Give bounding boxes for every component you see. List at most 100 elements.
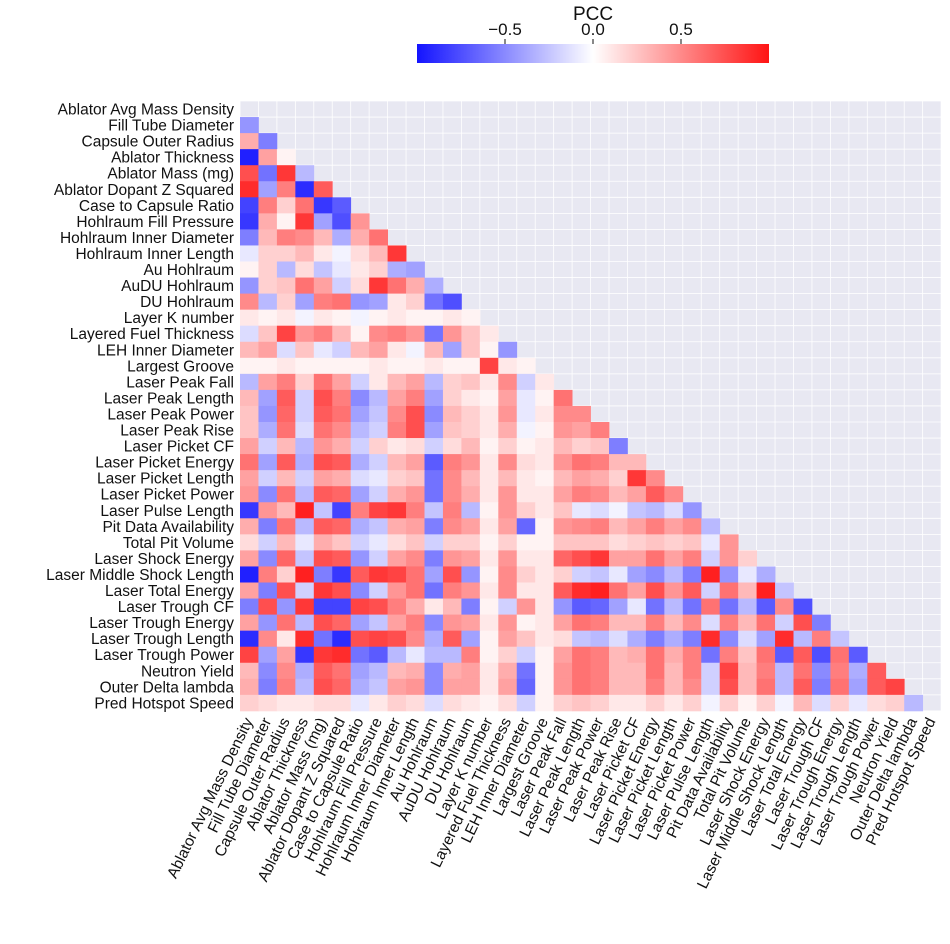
heatmap-cell xyxy=(479,373,499,391)
heatmap-cell xyxy=(645,502,665,519)
heatmap-cell xyxy=(498,502,518,519)
heatmap-cell xyxy=(387,357,407,375)
heatmap-cell xyxy=(240,373,259,391)
heatmap-cell xyxy=(276,405,296,423)
heatmap-cell xyxy=(313,373,333,391)
row-label: Laser Peak Fall xyxy=(126,374,234,391)
heatmap-cell xyxy=(682,614,702,632)
heatmap-cell xyxy=(295,438,315,455)
heatmap-cell xyxy=(627,486,647,503)
heatmap-cell xyxy=(424,325,444,343)
heatmap-cell xyxy=(442,582,462,599)
heatmap-cell xyxy=(387,438,407,455)
heatmap-cell xyxy=(424,309,444,327)
heatmap-cell xyxy=(240,614,259,632)
heatmap-cell xyxy=(885,694,905,712)
heatmap-cell xyxy=(627,646,647,664)
heatmap-cell xyxy=(461,309,481,327)
heatmap-cell xyxy=(719,678,739,696)
heatmap-cell xyxy=(406,646,425,664)
row-label: Laser Picket Power xyxy=(100,487,234,504)
heatmap-cell xyxy=(313,566,333,583)
heatmap-cell xyxy=(516,438,536,455)
heatmap-cell xyxy=(590,614,610,632)
heatmap-cell xyxy=(424,614,444,632)
heatmap-cell xyxy=(793,614,813,632)
heatmap-cell xyxy=(295,678,315,696)
heatmap-cell xyxy=(258,197,278,214)
row-label: Laser Trough Energy xyxy=(89,615,234,632)
heatmap-cell xyxy=(369,245,388,262)
colorbar: PCC −0.5 0.0 0.5 xyxy=(417,4,769,63)
heatmap-cell xyxy=(609,486,628,503)
row-label: Laser Total Energy xyxy=(105,583,234,600)
heatmap-cell xyxy=(295,614,315,632)
heatmap-cell xyxy=(276,309,296,327)
heatmap-cell xyxy=(295,550,315,567)
heatmap-cell xyxy=(387,389,407,407)
heatmap-cell xyxy=(424,582,444,599)
heatmap-cell xyxy=(350,422,370,439)
heatmap-cell xyxy=(258,438,278,455)
heatmap-cell xyxy=(332,566,352,583)
heatmap-cell xyxy=(240,518,259,535)
heatmap-cell xyxy=(516,405,536,423)
heatmap-cell xyxy=(295,422,315,439)
heatmap-cell xyxy=(369,678,388,696)
heatmap-cell xyxy=(276,454,296,471)
heatmap-cell xyxy=(276,389,296,407)
heatmap-cell xyxy=(719,534,739,551)
heatmap-cell xyxy=(738,566,757,583)
heatmap-cell xyxy=(258,598,278,615)
heatmap-cell xyxy=(442,518,462,535)
heatmap-cell xyxy=(719,646,739,664)
heatmap-cell xyxy=(258,229,278,246)
heatmap-cell xyxy=(406,277,425,294)
heatmap-cell xyxy=(442,566,462,583)
heatmap-cell xyxy=(406,598,425,615)
heatmap-cell xyxy=(572,518,591,535)
heatmap-cell xyxy=(240,389,259,407)
heatmap-cell xyxy=(313,181,333,198)
heatmap-cell xyxy=(332,389,352,407)
heatmap-cell xyxy=(682,662,702,680)
heatmap-cell xyxy=(332,550,352,567)
heatmap-cell xyxy=(276,582,296,599)
heatmap-cell xyxy=(664,486,684,503)
heatmap-cell xyxy=(387,518,407,535)
heatmap-cell xyxy=(424,438,444,455)
heatmap-cell xyxy=(461,373,481,391)
heatmap-cell xyxy=(535,422,555,439)
heatmap-cell xyxy=(258,614,278,632)
heatmap-cell xyxy=(645,662,665,680)
heatmap-cell xyxy=(424,630,444,648)
heatmap-cell xyxy=(295,389,315,407)
heatmap-cell xyxy=(406,389,425,407)
heatmap-cell xyxy=(590,646,610,664)
heatmap-cell xyxy=(276,518,296,535)
heatmap-cell xyxy=(276,422,296,439)
heatmap-cell xyxy=(240,245,259,262)
heatmap-cell xyxy=(516,630,536,648)
heatmap-cell xyxy=(406,405,425,423)
heatmap-cell xyxy=(479,534,499,551)
heatmap-cell xyxy=(830,630,850,648)
heatmap-cell xyxy=(535,486,555,503)
heatmap-cell xyxy=(350,405,370,423)
heatmap-cell xyxy=(332,694,352,712)
colorbar-tick-label: 0.0 xyxy=(581,20,605,39)
heatmap-cell xyxy=(609,438,628,455)
heatmap-cell xyxy=(313,277,333,294)
row-label: DU Hohlraum xyxy=(140,294,234,311)
heatmap-cell xyxy=(387,422,407,439)
row-label: Capsule Outer Radius xyxy=(82,134,235,151)
heatmap-cell xyxy=(258,341,278,359)
heatmap-cell xyxy=(553,405,573,423)
heatmap-cell xyxy=(498,678,518,696)
heatmap-cell xyxy=(406,373,425,391)
heatmap-cell xyxy=(332,534,352,551)
heatmap-cell xyxy=(258,582,278,599)
heatmap-cell xyxy=(645,630,665,648)
heatmap-cell xyxy=(479,598,499,615)
heatmap-cell xyxy=(461,566,481,583)
